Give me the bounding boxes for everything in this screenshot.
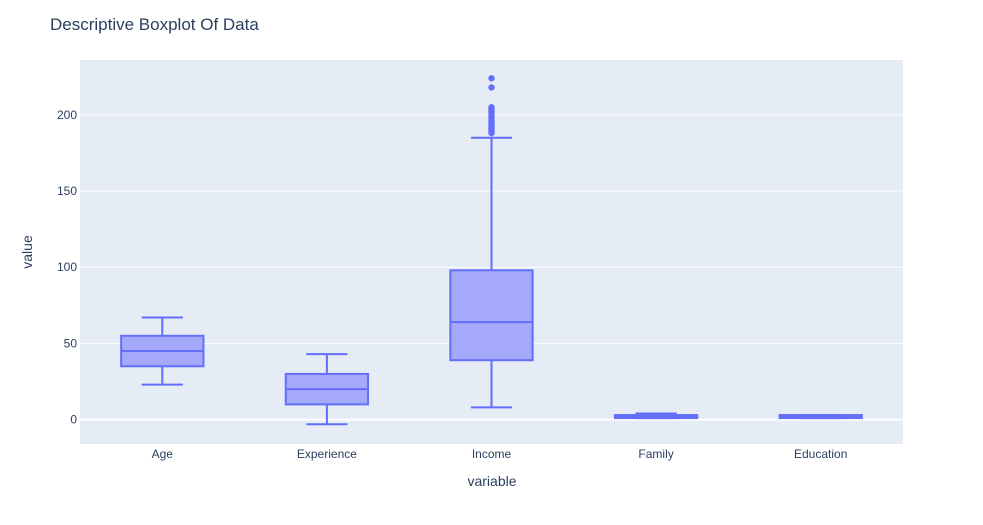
x-tick-label: Experience [297, 447, 357, 461]
y-tick-label: 200 [57, 108, 77, 122]
y-tick-label: 0 [70, 413, 77, 427]
outlier-point [488, 104, 495, 111]
x-tick-label: Age [152, 447, 174, 461]
box-education [778, 414, 863, 420]
y-tick-label: 100 [57, 260, 77, 274]
boxes [120, 75, 863, 426]
box-income [449, 75, 534, 409]
box-experience [284, 353, 370, 426]
x-axis-title: variable [467, 473, 516, 489]
y-tick-label: 50 [64, 336, 78, 350]
y-axis-title: value [19, 235, 35, 269]
x-tick-label: Income [472, 447, 512, 461]
box-age [120, 316, 205, 386]
y-tick-labels: 0 50 100 150 200 [57, 108, 77, 427]
outlier-point [488, 75, 495, 82]
y-tick-label: 150 [57, 184, 77, 198]
box-iqr [449, 269, 534, 362]
x-tick-label: Family [638, 447, 673, 461]
chart-title: Descriptive Boxplot Of Data [50, 15, 259, 34]
x-tick-labels: Age Experience Income Family Education [152, 447, 848, 461]
box-family [613, 412, 699, 420]
outlier-point [488, 84, 495, 91]
x-tick-label: Education [794, 447, 847, 461]
